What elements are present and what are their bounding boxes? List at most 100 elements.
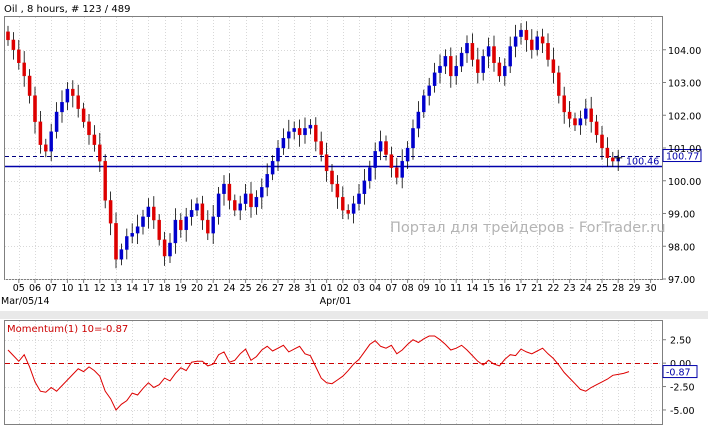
candle-body (292, 128, 296, 132)
candle-body (351, 203, 356, 214)
candle-body (481, 56, 485, 73)
candle-body (11, 39, 16, 50)
time-tick-label: 24 (580, 283, 592, 294)
candle-body (103, 160, 107, 201)
time-tick-label: 10 (434, 283, 446, 294)
candle-body (492, 46, 496, 63)
time-tick-label: 25 (596, 283, 608, 294)
candle-body (211, 216, 215, 234)
candle-body (465, 43, 469, 54)
time-tick-label: 30 (645, 283, 657, 294)
candle-body (578, 118, 583, 126)
period-label: Apr/01 (320, 296, 352, 307)
price-tick-label: 101.00 (668, 144, 701, 155)
candle-body (308, 124, 313, 129)
pane-separator[interactable] (0, 311, 708, 319)
candle-body (17, 49, 21, 64)
candle-body (276, 147, 280, 162)
candle-body (319, 141, 323, 155)
time-tick-label: 06 (29, 283, 41, 294)
time-tick-label: 05 (13, 283, 25, 294)
time-tick-label: 27 (272, 283, 284, 294)
indicator-tick-label: -2.50 (670, 383, 695, 394)
time-tick-label: 19 (175, 283, 187, 294)
candle-body (335, 183, 340, 198)
candle-body (557, 72, 561, 96)
candle-body (206, 219, 210, 234)
candle-body (108, 200, 113, 224)
candle-body (27, 75, 32, 96)
candle-body (265, 174, 269, 188)
candle-body (33, 95, 37, 122)
candle-body (357, 193, 361, 204)
time-tick-label: 15 (483, 283, 495, 294)
candle-body (459, 52, 464, 67)
watermark-text: Портал для трейдеров - ForTrader.ru (390, 220, 666, 236)
candle-body (519, 29, 523, 37)
time-tick-label: 16 (499, 283, 511, 294)
time-tick-label: 31 (304, 283, 316, 294)
candle-body (146, 206, 151, 217)
time-tick-label: 07 (45, 283, 57, 294)
candle-body (373, 151, 377, 168)
time-tick-label: 26 (256, 283, 268, 294)
time-tick-label: 20 (191, 283, 203, 294)
candle-body (260, 187, 264, 198)
candle-body (562, 95, 566, 113)
candle-body (594, 121, 599, 136)
candle-body (405, 147, 410, 162)
candle-body (395, 167, 399, 178)
candle-body (535, 36, 539, 50)
candle-body (135, 226, 140, 234)
candlestick-series (6, 21, 623, 269)
indicator-title: Momentum(1) 10=-0.87 (7, 324, 128, 335)
candle-body (216, 193, 221, 217)
current-price-label: 100.77 (666, 152, 699, 163)
candle-body (454, 65, 458, 77)
chart-caption: Oil , 8 hours, # 123 / 489 (4, 4, 130, 15)
time-tick-label: 28 (612, 283, 624, 294)
indicator-tick-label: -5.00 (670, 406, 695, 417)
indicator-value-box (662, 365, 698, 379)
time-tick-label: 17 (142, 283, 154, 294)
candle-body (179, 219, 183, 231)
candle-body (427, 85, 431, 96)
price-axis[interactable]: 97.00 98.00 99.00 100.00 101.00 102.00 103.00 1… (662, 46, 701, 286)
candle-body (524, 29, 529, 41)
candle-body (362, 180, 367, 195)
time-axis[interactable]: 05 06 07 10 11 12 13 14 17 18 19 20 21 24 25 26 27 28 31 01… (1, 279, 657, 307)
candle-body (400, 160, 404, 178)
candle-body (184, 216, 188, 231)
time-tick-label: 25 (240, 283, 252, 294)
time-tick-label: 04 (369, 283, 381, 294)
candle-body (384, 141, 388, 155)
candle-body (497, 62, 502, 77)
time-tick-label: 28 (288, 283, 300, 294)
time-tick-label: 14 (466, 283, 478, 294)
time-tick-label: 24 (223, 283, 235, 294)
candle-body (222, 183, 226, 194)
time-tick-label: 01 (321, 283, 333, 294)
current-price-box (662, 149, 702, 163)
time-tick-label: 08 (402, 283, 414, 294)
time-tick-label: 13 (110, 283, 122, 294)
indicator-tick-label: 2.50 (670, 336, 691, 347)
candle-body (71, 88, 75, 96)
candle-body (114, 223, 118, 260)
price-tick-label: 100.00 (668, 177, 701, 188)
candle-body (584, 108, 588, 119)
candle-body (6, 31, 10, 41)
candle-body (378, 141, 383, 152)
time-tick-label: 11 (450, 283, 462, 294)
candle-body (157, 219, 161, 240)
candle-body (38, 121, 43, 145)
candle-body (449, 56, 453, 77)
candle-body (125, 236, 129, 250)
indicator-axis[interactable]: 2.50 0.00 -2.50 -5.00 -0.87 (662, 336, 698, 417)
candle-body (546, 43, 550, 60)
time-tick-label: 11 (78, 283, 90, 294)
candle-body (87, 121, 91, 136)
candle-body (54, 111, 59, 132)
time-tick-label: 21 (531, 283, 543, 294)
time-tick-label: 09 (418, 283, 430, 294)
